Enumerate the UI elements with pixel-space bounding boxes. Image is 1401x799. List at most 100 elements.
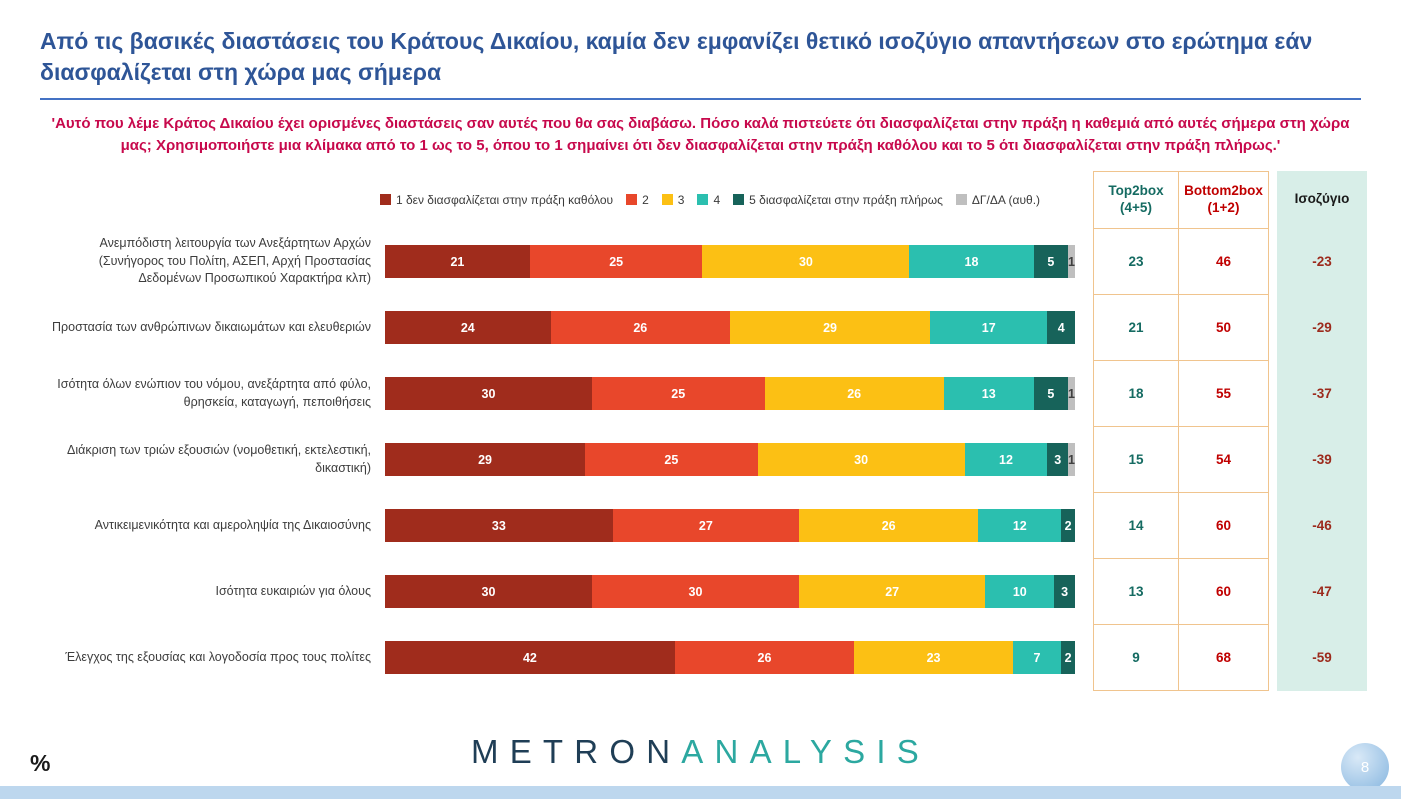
bar-area: 42 26 23 7 2 xyxy=(385,625,1075,691)
bar-segment: 18 xyxy=(909,245,1034,279)
legend-swatch-icon xyxy=(955,194,967,206)
bottom2box-value: 60 xyxy=(1179,492,1269,559)
bar-area: 30 25 26 13 5 1 xyxy=(385,361,1075,427)
balance-value: -37 xyxy=(1277,360,1367,427)
bar-area: 33 27 26 12 2 xyxy=(385,493,1075,559)
bar-segment: 30 xyxy=(757,443,965,477)
chart-rows: Ανεμπόδιστη λειτουργία των Ανεξάρτητων Α… xyxy=(40,228,1401,691)
legend: 1 δεν διασφαλίζεται στην πράξη καθόλου 2 3… xyxy=(345,193,1075,207)
top2box-value: 23 xyxy=(1093,228,1179,295)
bar-segment: 5 xyxy=(1033,377,1069,411)
top2box-value: 21 xyxy=(1093,294,1179,361)
bar-area: 24 26 29 17 4 xyxy=(385,295,1075,361)
legend-item: ΔΓ/ΔΑ (αυθ.) xyxy=(955,192,1041,207)
header-label-line: Ισοζύγιο xyxy=(1294,191,1350,207)
balance-value: -46 xyxy=(1277,492,1367,559)
bar-area: 30 30 27 10 3 xyxy=(385,559,1075,625)
bar-segment: 26 xyxy=(764,377,944,411)
row-label: Ανεμπόδιστη λειτουργία των Ανεξάρτητων Α… xyxy=(98,236,371,286)
bar-segment: 1 xyxy=(1068,377,1075,411)
bar-segment: 26 xyxy=(798,509,979,543)
bar-segment: 13 xyxy=(943,377,1034,411)
bar-segment: 24 xyxy=(385,311,551,345)
balance-value: -39 xyxy=(1277,426,1367,493)
bar-segment: 23 xyxy=(854,641,1013,675)
balance-value: -23 xyxy=(1277,228,1367,295)
bar-segment: 1 xyxy=(1068,443,1075,477)
bar-segment: 17 xyxy=(930,311,1048,345)
bar-segment: 3 xyxy=(1054,575,1075,609)
legend-label: ΔΓ/ΔΑ (αυθ.) xyxy=(971,192,1041,207)
row-label: Διάκριση των τριών εξουσιών (νομοθετική,… xyxy=(67,443,371,475)
balance-header: Ισοζύγιο xyxy=(1277,170,1367,229)
row-label: Ισότητα ευκαιριών για όλους xyxy=(215,583,371,598)
bar-segment: 2 xyxy=(1061,641,1075,675)
bar-segment: 10 xyxy=(985,575,1055,609)
header-label-line: Bottom2box xyxy=(1184,182,1263,198)
bottom2box-value: 55 xyxy=(1179,360,1269,427)
bottom2box-value: 46 xyxy=(1179,228,1269,295)
chart-row: Έλεγχος της εξουσίας και λογοδοσία προς … xyxy=(40,624,1401,691)
bottom2box-value: 68 xyxy=(1179,624,1269,691)
chart-header-row: 1 δεν διασφαλίζεται στην πράξη καθόλου 2 3… xyxy=(40,170,1401,229)
bar-segment: 30 xyxy=(385,575,592,609)
balance-value: -59 xyxy=(1277,624,1367,691)
chart-row: Προστασία των ανθρώπινων δικαιωμάτων και… xyxy=(40,294,1401,361)
bar-segment: 27 xyxy=(612,509,799,543)
bar-segment: 30 xyxy=(702,245,910,279)
logo-analysis: ANALYSIS xyxy=(681,733,931,770)
bar-area: 21 25 30 18 5 1 xyxy=(385,229,1075,295)
bar-segment: 25 xyxy=(529,245,703,279)
header-label-line: (4+5) xyxy=(1120,199,1152,215)
legend-label: 2 xyxy=(642,192,649,207)
header: Από τις βασικές διαστάσεις του Κράτους Δ… xyxy=(0,0,1401,157)
bar-segment: 30 xyxy=(592,575,799,609)
legend-item: 5 διασφαλίζεται στην πράξη πλήρως xyxy=(733,193,943,207)
logo-metron: METRON xyxy=(470,733,682,770)
bottom2box-value: 60 xyxy=(1179,558,1269,625)
header-label-line: Top2box xyxy=(1108,182,1164,198)
legend-area: 1 δεν διασφαλίζεται στην πράξη καθόλου 2 3… xyxy=(379,171,1075,229)
row-label: Αντικειμενικότητα και αμεροληψία της Δικ… xyxy=(94,517,371,532)
row-label: Ισότητα όλων ενώπιον του νόμου, ανεξάρτη… xyxy=(57,377,371,409)
top2box-value: 15 xyxy=(1093,426,1179,493)
top2box-value: 13 xyxy=(1093,558,1179,625)
top2box-header: Top2box (4+5) xyxy=(1093,170,1179,229)
header-spacer xyxy=(40,171,385,229)
row-label: Προστασία των ανθρώπινων δικαιωμάτων και… xyxy=(52,319,371,334)
chart-row: Αντικειμενικότητα και αμεροληψία της Δικ… xyxy=(40,492,1401,559)
bottom2box-value: 50 xyxy=(1179,294,1269,361)
bar-segment: 2 xyxy=(1061,509,1075,543)
logo: METRONANALYSIS xyxy=(0,733,1401,771)
bar-segment: 25 xyxy=(592,377,765,411)
chart-row: Ισότητα όλων ενώπιον του νόμου, ανεξάρτη… xyxy=(40,360,1401,427)
percent-label: % xyxy=(30,750,51,776)
row-label: Έλεγχος της εξουσίας και λογοδοσία προς … xyxy=(65,649,371,664)
bar-segment: 21 xyxy=(385,245,530,279)
legend-label: 5 διασφαλίζεται στην πράξη πλήρως xyxy=(749,192,943,207)
bottom2box-value: 54 xyxy=(1179,426,1269,493)
legend-label: 4 xyxy=(713,192,721,207)
bar-segment: 12 xyxy=(978,509,1062,543)
bar-segment: 30 xyxy=(385,377,592,411)
bottom2box-header: Bottom2box (1+2) xyxy=(1179,170,1269,229)
bar-segment: 27 xyxy=(799,575,986,609)
legend-label: 3 xyxy=(677,192,685,207)
bar-segment: 4 xyxy=(1047,311,1075,345)
stacked-bar: 21 25 30 18 5 1 xyxy=(385,245,1075,279)
chart-row: Διάκριση των τριών εξουσιών (νομοθετική,… xyxy=(40,426,1401,493)
legend-item: 1 δεν διασφαλίζεται στην πράξη καθόλου xyxy=(379,193,613,207)
bar-segment: 33 xyxy=(385,509,613,543)
stacked-bar: 42 26 23 7 2 xyxy=(385,641,1075,675)
legend-swatch-icon xyxy=(379,194,391,206)
stacked-bar: 33 27 26 12 2 xyxy=(385,509,1075,543)
bar-segment: 12 xyxy=(964,443,1048,477)
bar-segment: 42 xyxy=(385,641,675,675)
page-title: Από τις βασικές διαστάσεις του Κράτους Δ… xyxy=(40,28,1313,86)
legend-swatch-icon xyxy=(661,194,673,206)
bar-area: 29 25 30 12 3 1 xyxy=(385,427,1075,493)
bar-segment: 29 xyxy=(729,311,931,345)
bar-segment: 1 xyxy=(1068,245,1075,279)
balance-value: -29 xyxy=(1277,294,1367,361)
bar-segment: 3 xyxy=(1047,443,1069,477)
